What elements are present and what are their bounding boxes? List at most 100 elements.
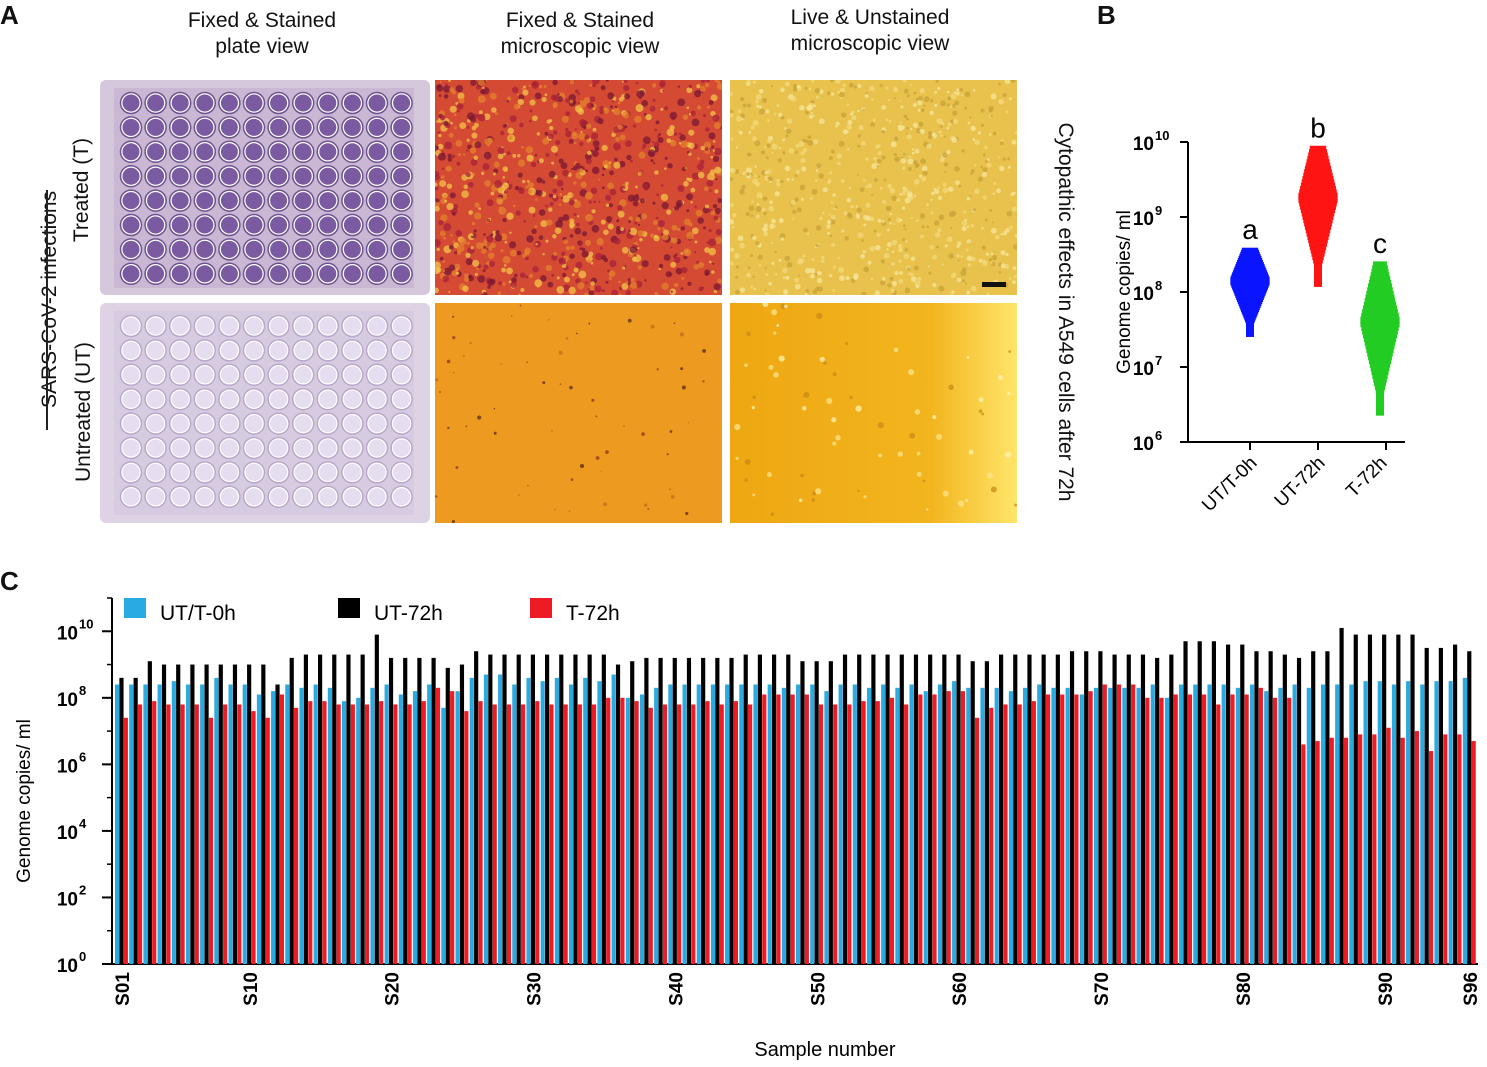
- bar: [895, 687, 900, 964]
- bar: [677, 704, 682, 964]
- bar: [597, 681, 602, 964]
- bar: [450, 691, 455, 964]
- bar: [1343, 737, 1349, 964]
- bar: [1140, 654, 1146, 964]
- bar: [909, 684, 914, 964]
- bar: [994, 687, 999, 964]
- bar: [133, 677, 138, 964]
- bar: [1179, 684, 1184, 964]
- bar: [952, 681, 957, 964]
- bar: [516, 654, 521, 964]
- x-tick-label: T-72h: [1342, 453, 1391, 502]
- bar: [999, 654, 1004, 964]
- bar: [1282, 654, 1287, 964]
- significance-letter: a: [1242, 214, 1258, 245]
- micrograph-live-untreated: [730, 303, 1017, 523]
- bar: [506, 704, 511, 964]
- bar: [913, 654, 919, 964]
- y-tick-exponent: 8: [79, 683, 86, 698]
- bar: [498, 674, 503, 964]
- y-tick-exponent: 0: [79, 949, 86, 964]
- bar: [237, 704, 242, 964]
- bar: [1264, 691, 1269, 964]
- plate-treated: [100, 80, 430, 295]
- bar: [1108, 687, 1113, 964]
- bar: [521, 704, 526, 964]
- bar: [308, 701, 313, 964]
- bar: [190, 664, 195, 964]
- bar: [1443, 734, 1448, 964]
- bar: [1003, 704, 1008, 964]
- bar: [1391, 684, 1397, 964]
- bar: [1216, 704, 1221, 964]
- bar: [1296, 657, 1302, 964]
- bar: [1335, 684, 1340, 964]
- bar: [928, 654, 933, 964]
- bar: [634, 701, 639, 964]
- significance-letter: c: [1373, 228, 1387, 259]
- x-tick-label: S10: [241, 972, 262, 1006]
- bar: [1126, 654, 1131, 964]
- bar: [554, 677, 559, 964]
- bar: [1410, 634, 1415, 964]
- bar: [431, 657, 436, 964]
- bar: [247, 664, 252, 964]
- bar: [435, 687, 441, 964]
- bar: [1363, 681, 1368, 964]
- bar: [804, 694, 809, 964]
- bar: [393, 704, 398, 964]
- bar: [1183, 641, 1188, 964]
- bar: [1301, 744, 1306, 964]
- bar: [1226, 644, 1231, 964]
- bar: [194, 704, 199, 964]
- y-tick-label: 10: [1133, 434, 1154, 455]
- bar: [1017, 704, 1022, 964]
- bar: [1306, 687, 1311, 964]
- bar: [143, 684, 148, 964]
- bar: [1116, 684, 1122, 964]
- bar: [279, 694, 284, 964]
- bar: [129, 684, 134, 964]
- bar: [412, 691, 418, 964]
- bar: [1292, 684, 1297, 964]
- bar: [123, 717, 128, 964]
- y-tick-label: 10: [57, 889, 78, 910]
- bar: [960, 691, 965, 964]
- bar: [157, 684, 162, 964]
- y-tick-exponent: 6: [1155, 428, 1162, 443]
- bar: [1023, 687, 1028, 964]
- y-tick-exponent: 2: [79, 882, 86, 897]
- bar: [1197, 641, 1202, 964]
- bar: [625, 697, 630, 964]
- bar: [303, 654, 308, 964]
- bar: [923, 691, 928, 964]
- bar: [662, 704, 668, 964]
- bar: [918, 694, 923, 964]
- y-tick-label: 10: [57, 956, 78, 977]
- bar: [265, 717, 270, 964]
- bar: [1287, 697, 1292, 964]
- bar: [871, 654, 876, 964]
- bar: [800, 661, 805, 964]
- bar: [786, 654, 791, 964]
- bar: [857, 654, 862, 964]
- col-title-fixed-micro: Fixed & Stained microscopic view: [500, 9, 660, 58]
- bar: [1429, 751, 1434, 964]
- bar: [346, 654, 351, 964]
- bar: [299, 687, 304, 964]
- bar: [620, 697, 625, 964]
- bar: [1041, 654, 1046, 964]
- y-axis-label: Genome copies/ ml: [1114, 210, 1135, 374]
- micrograph-fixed-untreated: [435, 303, 722, 523]
- bar: [1268, 651, 1273, 964]
- bar: [705, 701, 710, 964]
- bar: [1471, 741, 1476, 964]
- bar: [946, 691, 951, 964]
- bar: [256, 694, 262, 964]
- bar: [591, 704, 597, 964]
- bar: [204, 664, 209, 964]
- bar: [223, 704, 228, 964]
- bar: [1462, 677, 1467, 964]
- bar: [370, 687, 375, 964]
- bar: [384, 684, 389, 964]
